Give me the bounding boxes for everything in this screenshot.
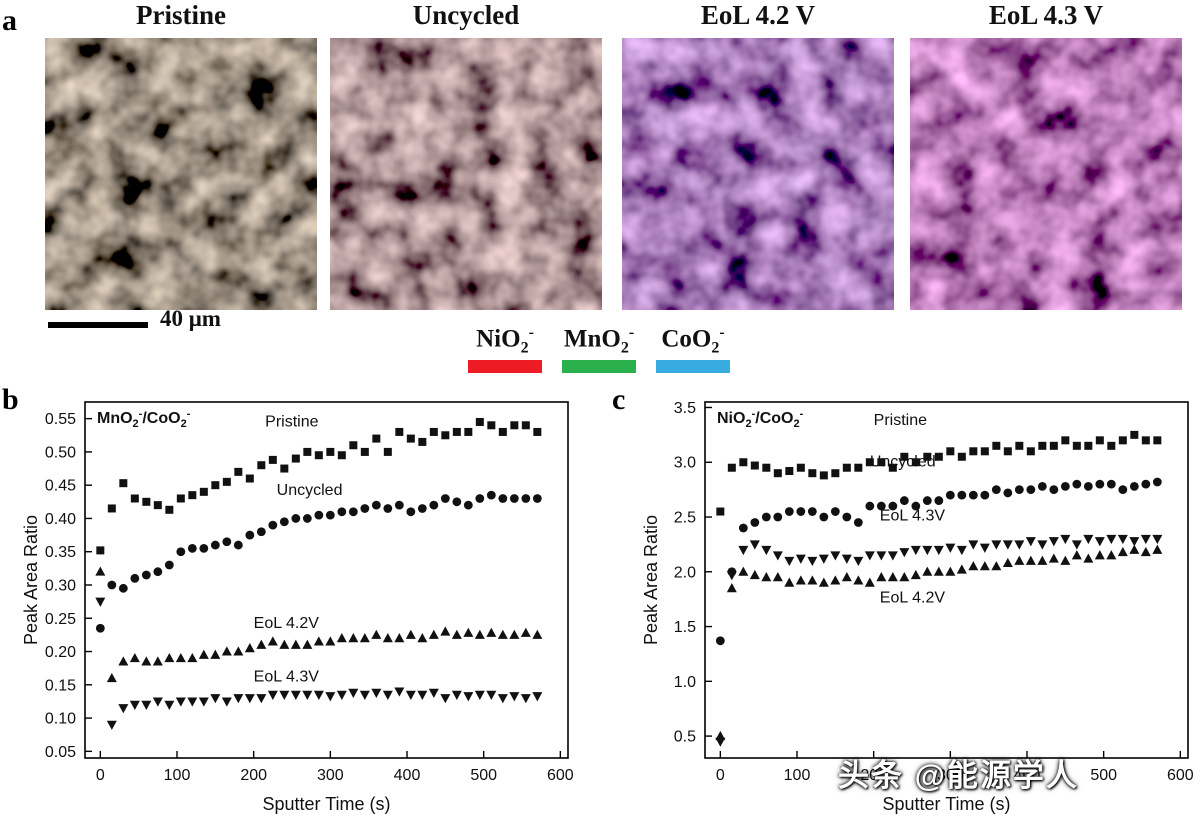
svg-text:Pristine: Pristine bbox=[265, 414, 318, 431]
sims-column-pristine: Pristine bbox=[45, 0, 317, 310]
svg-text:Uncycled: Uncycled bbox=[870, 454, 936, 471]
svg-text:3.0: 3.0 bbox=[674, 455, 696, 472]
svg-text:0.55: 0.55 bbox=[45, 411, 76, 428]
svg-text:400: 400 bbox=[394, 767, 421, 784]
legend-color-nio2 bbox=[468, 359, 542, 373]
svg-text:3.5: 3.5 bbox=[674, 400, 696, 417]
svg-text:2.5: 2.5 bbox=[674, 510, 696, 527]
svg-text:Sputter Time (s): Sputter Time (s) bbox=[262, 794, 390, 814]
scale-bar bbox=[48, 322, 148, 328]
sims-image-eol42 bbox=[622, 38, 894, 310]
legend-label-coo2: CoO2- bbox=[661, 324, 725, 357]
svg-text:0.5: 0.5 bbox=[674, 729, 696, 746]
svg-text:0.40: 0.40 bbox=[45, 511, 76, 528]
svg-text:Peak Area Ratio: Peak Area Ratio bbox=[21, 515, 41, 645]
sims-image-pristine bbox=[45, 38, 317, 310]
chart-mno2-coo2-ratio: 0 100 200 300 400 500 600 0.05 0.10 0.15 0.20 0.25 0… bbox=[20, 392, 576, 825]
svg-text:1.0: 1.0 bbox=[674, 674, 696, 691]
svg-text:600: 600 bbox=[1167, 767, 1194, 784]
svg-text:0.25: 0.25 bbox=[45, 611, 76, 628]
legend-item-nio2: NiO2- bbox=[468, 324, 542, 373]
image-title-uncycled: Uncycled bbox=[412, 0, 520, 30]
svg-text:0: 0 bbox=[716, 767, 725, 784]
svg-text:EoL 4.2V: EoL 4.2V bbox=[880, 589, 946, 606]
chart-nio2-coo2-ratio: 0 100 200 300 400 500 600 0.5 1.0 1.5 2.0 2.5 3.0 3.5… bbox=[640, 392, 1196, 825]
svg-text:EoL 4.3V: EoL 4.3V bbox=[880, 507, 946, 524]
scale-bar-label: 40 μm bbox=[160, 306, 221, 331]
svg-text:Sputter Time (s): Sputter Time (s) bbox=[882, 794, 1010, 814]
svg-text:300: 300 bbox=[937, 767, 964, 784]
svg-text:0.45: 0.45 bbox=[45, 478, 76, 495]
sims-column-eol42: EoL 4.2 V bbox=[622, 0, 894, 310]
panel-c-label: c bbox=[612, 383, 626, 416]
sims-column-uncycled: Uncycled bbox=[330, 0, 602, 310]
svg-text:MnO2-/CoO2-: MnO2-/CoO2- bbox=[97, 408, 191, 430]
svg-text:1.5: 1.5 bbox=[674, 619, 696, 636]
svg-text:Pristine: Pristine bbox=[874, 412, 927, 429]
svg-text:200: 200 bbox=[240, 767, 267, 784]
svg-text:0.10: 0.10 bbox=[45, 711, 76, 728]
legend-color-mno2 bbox=[562, 359, 636, 373]
svg-text:EoL 4.3V: EoL 4.3V bbox=[254, 668, 320, 685]
svg-text:500: 500 bbox=[1090, 767, 1117, 784]
image-title-eol43: EoL 4.3 V bbox=[988, 0, 1104, 30]
svg-text:0: 0 bbox=[96, 767, 105, 784]
image-title-pristine: Pristine bbox=[136, 0, 226, 30]
svg-text:300: 300 bbox=[317, 767, 344, 784]
svg-text:EoL 4.2V: EoL 4.2V bbox=[254, 615, 320, 632]
sims-image-uncycled bbox=[330, 38, 602, 310]
panel-a-label: a bbox=[2, 4, 17, 37]
svg-text:Uncycled: Uncycled bbox=[277, 482, 343, 499]
svg-text:0.20: 0.20 bbox=[45, 644, 76, 661]
svg-text:100: 100 bbox=[784, 767, 811, 784]
svg-text:0.30: 0.30 bbox=[45, 577, 76, 594]
svg-text:0.35: 0.35 bbox=[45, 544, 76, 561]
image-title-eol42: EoL 4.2 V bbox=[700, 0, 816, 30]
legend-item-mno2: MnO2- bbox=[562, 324, 636, 373]
sims-image-eol43 bbox=[910, 38, 1182, 310]
svg-text:0.50: 0.50 bbox=[45, 444, 76, 461]
svg-text:400: 400 bbox=[1014, 767, 1041, 784]
watermark-text: 头条 @能源学人 bbox=[838, 758, 1079, 793]
legend-item-coo2: CoO2- bbox=[656, 324, 730, 373]
legend-label-nio2: NiO2- bbox=[476, 324, 534, 357]
svg-text:500: 500 bbox=[470, 767, 497, 784]
legend-label-mno2: MnO2- bbox=[563, 324, 635, 357]
svg-text:0.15: 0.15 bbox=[45, 677, 76, 694]
panel-b-label: b bbox=[2, 383, 19, 416]
svg-text:600: 600 bbox=[547, 767, 574, 784]
sims-column-eol43: EoL 4.3 V bbox=[910, 0, 1182, 310]
svg-text:200: 200 bbox=[860, 767, 887, 784]
svg-text:2.0: 2.0 bbox=[674, 564, 696, 581]
svg-text:100: 100 bbox=[164, 767, 191, 784]
svg-text:Peak Area Ratio: Peak Area Ratio bbox=[641, 515, 661, 645]
svg-text:0.05: 0.05 bbox=[45, 744, 76, 761]
svg-text:NiO2-/CoO2-: NiO2-/CoO2- bbox=[717, 408, 804, 430]
legend-color-coo2 bbox=[656, 359, 730, 373]
ion-legend: NiO2- MnO2- CoO2- bbox=[468, 324, 730, 373]
